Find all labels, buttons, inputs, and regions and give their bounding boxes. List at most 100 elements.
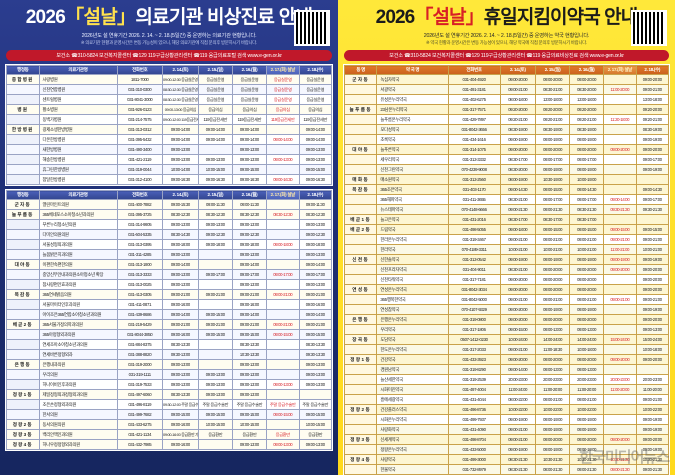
day-5-cell: 09:00-13:00 — [298, 154, 332, 166]
phone-cell: 031-313-3332 — [447, 154, 501, 166]
day-2-cell: 09:00-13:00 — [535, 364, 571, 376]
day-1-cell: 09:00-16:30 — [162, 174, 199, 186]
day-5-cell: 20:00-23:00 — [635, 374, 670, 386]
table-row: 한울약국 031-732-8979 08:30-21:30 08:00-21:30 09… — [343, 464, 670, 475]
table-row: 대야동 이편한속편한의원 031-313-1900 09:00-14:00 09:00-… — [6, 259, 332, 271]
day-2-cell — [197, 439, 233, 451]
table-row: 연성동 연성온누리약국 031-8042-3034 09:00-20:00 09:00-… — [343, 284, 670, 296]
day-3-cell: 10:00-18:00 — [569, 344, 605, 356]
table-row: 참사랑편안효과의원 031-313-0025 09:00-13:00 09:00-13… — [6, 279, 332, 291]
day-4-cell: 119응급전세만 — [266, 114, 300, 126]
facility-name-cell: 해송한방병원 — [38, 154, 118, 166]
day-2-cell: 09:00-21:00 — [197, 319, 233, 331]
day-1-cell: 08:30-21:00 — [499, 194, 537, 206]
day-1-cell: 09:00-16:00 응급환만 가능 — [162, 429, 199, 441]
day-2-cell: 09:00-21:00 — [197, 289, 233, 301]
day-1-cell: 08:30-17:00 — [499, 214, 537, 226]
facility-name-cell: 늘푸름온누리약국 — [376, 114, 449, 126]
region-cell: 병원 — [6, 104, 40, 116]
day-4-cell — [603, 324, 637, 336]
phone-cell: 031-413-0305 — [116, 289, 163, 301]
region-cell: 정왕3동 — [343, 434, 378, 446]
column-header-1: 의료기관명 — [38, 190, 118, 201]
day-3-cell: 응급실운영 — [231, 94, 268, 106]
facility-name-cell: 사랑화약국 — [376, 424, 449, 436]
day-3-cell: 09:00-13:00 — [231, 279, 268, 291]
region-cell: 정왕2동 — [6, 419, 40, 431]
day-3-cell: 응급환만 — [231, 429, 268, 441]
day-1-cell: 09:30-12:00 주말 응급수술만 — [162, 399, 199, 411]
day-5-cell: 13:00-18:00 — [635, 94, 670, 106]
day-2-cell — [197, 339, 233, 351]
phone-cell: 031-432-7985 — [116, 439, 163, 451]
region-cell — [6, 154, 40, 166]
facility-name-cell: 센트럴병원 — [38, 94, 118, 106]
day-1-cell: 09:00-14:00 — [162, 134, 199, 146]
table-row: 늘푸름온누리약국 031-429-7897 09:20-21:00 09:20-21:… — [343, 114, 670, 126]
day-5-cell: 09:00-13:00 — [635, 324, 670, 336]
day-4-cell — [603, 164, 637, 176]
day-1-cell: 09:00-20:00 — [499, 314, 537, 326]
table-row: 한방병원 광제소생한방병원 031-313-0312 09:00-14:00 09:00… — [6, 124, 332, 136]
phone-cell: 031-214-7575 — [116, 114, 163, 126]
day-1-cell: 08:00-19:00 — [499, 174, 537, 186]
day-5-cell: 09:00-15:00 — [635, 224, 670, 236]
day-5-cell: 09:00-20:00 — [635, 284, 670, 296]
day-4-cell: 09:00-20:00 — [603, 354, 637, 366]
day-3-cell: 09:00-16:30 — [231, 174, 268, 186]
region-cell: 목감동 — [343, 184, 378, 196]
region-cell — [6, 379, 40, 391]
day-1-cell: 09:00-13:00 — [162, 269, 199, 281]
day-2-cell: 09:00-18:00 — [197, 239, 233, 251]
column-header-7: 2. 18.(수) — [635, 65, 670, 76]
day-3-cell: 10:00-21:00 — [569, 244, 605, 256]
table-row: 늘푸름동 365베네포스소아청소년과의원 031-395-3725 08:30-12:… — [6, 209, 332, 221]
table-row: 유성온누리약국 031-402-6275 08:00-18:00 13:00-18:0… — [343, 94, 670, 106]
phone-cell: 070-4107-9329 — [447, 304, 501, 316]
region-cell: 배곧1동 — [343, 214, 378, 226]
region-cell: 정왕3동 — [6, 429, 40, 441]
day-3-cell: 08:30-21:30 — [569, 204, 605, 216]
table-row: 우리의원 031-319-1111 09:00-13:00 09:00-13:00 09… — [6, 369, 332, 381]
day-1-cell: 09:00-13:00 — [162, 279, 199, 291]
table-row: 한라온누리약국 031-319-3467 09:00-21:00 09:00-21:0… — [343, 234, 670, 246]
day-1-cell: 09:00-13:00 — [162, 249, 199, 261]
left-contact-bar: 보건소 ☎310-5824 보건복지콜센터 ☎129 119구급상황관리센터 ☎… — [6, 50, 332, 62]
region-cell — [6, 349, 40, 361]
day-2-cell: 응급실운영 — [197, 74, 233, 86]
facility-name-cell: 23남온누리약국 — [376, 104, 449, 116]
day-5-cell: 09:00-20:00 — [635, 314, 670, 326]
facility-name-cell: 서울마이터인후과의원 — [38, 299, 118, 311]
facility-name-cell: 경원남약국 — [376, 364, 449, 376]
region-cell — [6, 339, 40, 351]
column-header-6: 2. 17.(화) 설날 — [266, 65, 300, 76]
day-2-cell — [197, 359, 233, 371]
region-cell: 정왕1동 — [343, 354, 378, 366]
region-cell — [6, 369, 40, 381]
day-4-cell: 11:00-21:00 — [603, 244, 637, 256]
table-row: 경원남약국 031-319-8290 09:00-14:00 09:00-13:00 0… — [343, 364, 670, 376]
day-3-cell: 응급의심 — [231, 104, 268, 116]
day-3-cell: 09:00-14:00 — [231, 134, 268, 146]
day-4-cell — [603, 214, 637, 226]
day-3-cell: 09:00-21:30 — [569, 464, 605, 475]
day-1-cell: 08:30-13:30 — [162, 339, 199, 351]
day-5-cell — [635, 174, 670, 186]
region-cell — [343, 324, 378, 336]
region-cell — [6, 269, 40, 281]
day-4-cell — [266, 144, 300, 156]
day-4-cell — [266, 369, 300, 381]
day-2-cell: 응급환만 — [197, 429, 233, 441]
facility-name-cell: 조은손정형외과의원 — [38, 399, 118, 411]
day-3-cell: 09:00-17:00 — [569, 194, 605, 206]
day-4-cell: 응급실운영 — [266, 94, 300, 106]
phone-cell: 031-8042-3034 — [447, 284, 501, 296]
day-1-cell: 09:30-13:00 — [162, 349, 199, 361]
day-3-cell: 10:30-13:30 — [231, 349, 268, 361]
day-2-cell: 09:20-20:00 — [535, 104, 571, 116]
day-2-cell: 응급의심 — [197, 104, 233, 116]
day-1-cell: 09:00-21:30 — [499, 204, 537, 216]
region-cell: 장곡동 — [343, 334, 378, 346]
day-4-cell — [266, 309, 300, 321]
